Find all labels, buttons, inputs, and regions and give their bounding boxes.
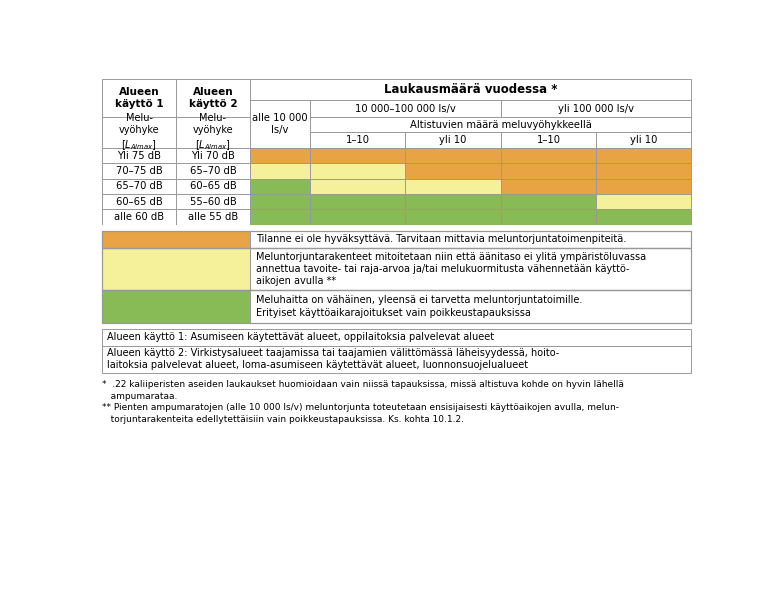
Bar: [500, 209, 596, 225]
Text: 60–65 dB: 60–65 dB: [116, 197, 162, 207]
Bar: [102, 290, 249, 323]
Bar: [406, 133, 500, 148]
Bar: [249, 231, 691, 248]
Bar: [102, 231, 691, 248]
Text: Alueen
käyttö 1: Alueen käyttö 1: [115, 87, 163, 109]
Text: Alueen käyttö 2: Virkistysalueet taajamissa tai taajamien välittömässä läheisyyd: Alueen käyttö 2: Virkistysalueet taajami…: [107, 348, 559, 370]
Text: Laukausmäärä vuodessa *: Laukausmäärä vuodessa *: [383, 83, 557, 96]
Bar: [102, 148, 176, 163]
Bar: [249, 209, 310, 225]
Text: *  .22 kaliiperisten aseiden laukaukset huomioidaan vain niissä tapauksissa, mis: * .22 kaliiperisten aseiden laukaukset h…: [102, 380, 624, 401]
Bar: [176, 163, 249, 178]
Bar: [310, 148, 406, 163]
Text: 70–75 dB: 70–75 dB: [116, 166, 162, 176]
Bar: [102, 117, 176, 148]
Bar: [310, 178, 406, 194]
Text: alle 60 dB: alle 60 dB: [114, 212, 164, 222]
Bar: [500, 178, 596, 194]
Bar: [310, 194, 406, 209]
Bar: [310, 100, 500, 117]
Bar: [176, 209, 249, 225]
Text: 60–65 dB: 60–65 dB: [189, 182, 236, 191]
Bar: [310, 133, 406, 148]
Bar: [249, 178, 310, 194]
Text: 65–70 dB: 65–70 dB: [116, 182, 162, 191]
Bar: [102, 163, 176, 178]
Bar: [249, 248, 691, 290]
Bar: [102, 178, 176, 194]
Bar: [249, 290, 691, 323]
Bar: [500, 133, 596, 148]
Text: alle 55 dB: alle 55 dB: [188, 212, 238, 222]
Text: Melu-
vyöhyke
[$L_{Almax}$]: Melu- vyöhyke [$L_{Almax}$]: [119, 113, 159, 152]
Text: yli 10: yli 10: [440, 135, 467, 145]
Text: Alueen
käyttö 2: Alueen käyttö 2: [189, 87, 237, 109]
Bar: [176, 78, 249, 117]
Text: Meluntorjuntarakenteet mitoitetaan niin että äänitaso ei ylitä ympäristöluvassa
: Meluntorjuntarakenteet mitoitetaan niin …: [256, 251, 646, 286]
Text: 65–70 dB: 65–70 dB: [189, 166, 236, 176]
Bar: [102, 231, 249, 248]
Text: Yli 70 dB: Yli 70 dB: [191, 151, 235, 160]
Text: ** Pienten ampumaratojen (alle 10 000 ls/v) meluntorjunta toteutetaan ensisijais: ** Pienten ampumaratojen (alle 10 000 ls…: [102, 403, 619, 425]
Bar: [500, 148, 596, 163]
Text: Meluhaitta on vähäinen, yleensä ei tarvetta meluntorjuntatoimille.
Erityiset käy: Meluhaitta on vähäinen, yleensä ei tarve…: [256, 295, 582, 318]
Bar: [102, 225, 691, 231]
Text: alle 10 000
ls/v: alle 10 000 ls/v: [252, 113, 308, 135]
Bar: [500, 100, 691, 117]
Bar: [310, 117, 691, 133]
Bar: [500, 194, 596, 209]
Bar: [102, 329, 691, 346]
Bar: [102, 290, 691, 323]
Bar: [596, 178, 691, 194]
Bar: [102, 248, 691, 290]
Bar: [310, 209, 406, 225]
Bar: [596, 209, 691, 225]
Bar: [102, 209, 176, 225]
Bar: [249, 148, 310, 163]
Bar: [406, 148, 500, 163]
Text: Yli 75 dB: Yli 75 dB: [117, 151, 161, 160]
Text: 1–10: 1–10: [537, 135, 561, 145]
Text: Melu-
vyöhyke
[$L_{Almax}$]: Melu- vyöhyke [$L_{Almax}$]: [192, 113, 233, 152]
Bar: [406, 163, 500, 178]
Text: yli 10: yli 10: [630, 135, 658, 145]
Bar: [176, 178, 249, 194]
Text: 55–60 dB: 55–60 dB: [189, 197, 236, 207]
Bar: [596, 194, 691, 209]
Bar: [596, 133, 691, 148]
Bar: [406, 194, 500, 209]
Bar: [102, 248, 249, 290]
Bar: [406, 209, 500, 225]
Bar: [249, 163, 310, 178]
Bar: [176, 117, 249, 148]
Text: Tilanne ei ole hyväksyttävä. Tarvitaan mittavia meluntorjuntatoimenpiteitä.: Tilanne ei ole hyväksyttävä. Tarvitaan m…: [256, 235, 626, 244]
Text: Altistuvien määrä meluvyöhykkeellä: Altistuvien määrä meluvyöhykkeellä: [410, 120, 591, 130]
Bar: [102, 346, 691, 373]
Bar: [102, 78, 176, 117]
Text: yli 100 000 ls/v: yli 100 000 ls/v: [558, 104, 634, 113]
Bar: [406, 178, 500, 194]
Text: 10 000–100 000 ls/v: 10 000–100 000 ls/v: [355, 104, 456, 113]
Bar: [249, 194, 310, 209]
Bar: [249, 78, 691, 100]
Bar: [249, 100, 310, 148]
Text: Alueen käyttö 1: Asumiseen käytettävät alueet, oppilaitoksia palvelevat alueet: Alueen käyttö 1: Asumiseen käytettävät a…: [107, 332, 494, 343]
Bar: [596, 148, 691, 163]
Bar: [596, 163, 691, 178]
Bar: [500, 163, 596, 178]
Bar: [176, 194, 249, 209]
Bar: [102, 194, 176, 209]
Bar: [310, 163, 406, 178]
Text: 1–10: 1–10: [346, 135, 370, 145]
Bar: [102, 323, 691, 329]
Bar: [176, 148, 249, 163]
